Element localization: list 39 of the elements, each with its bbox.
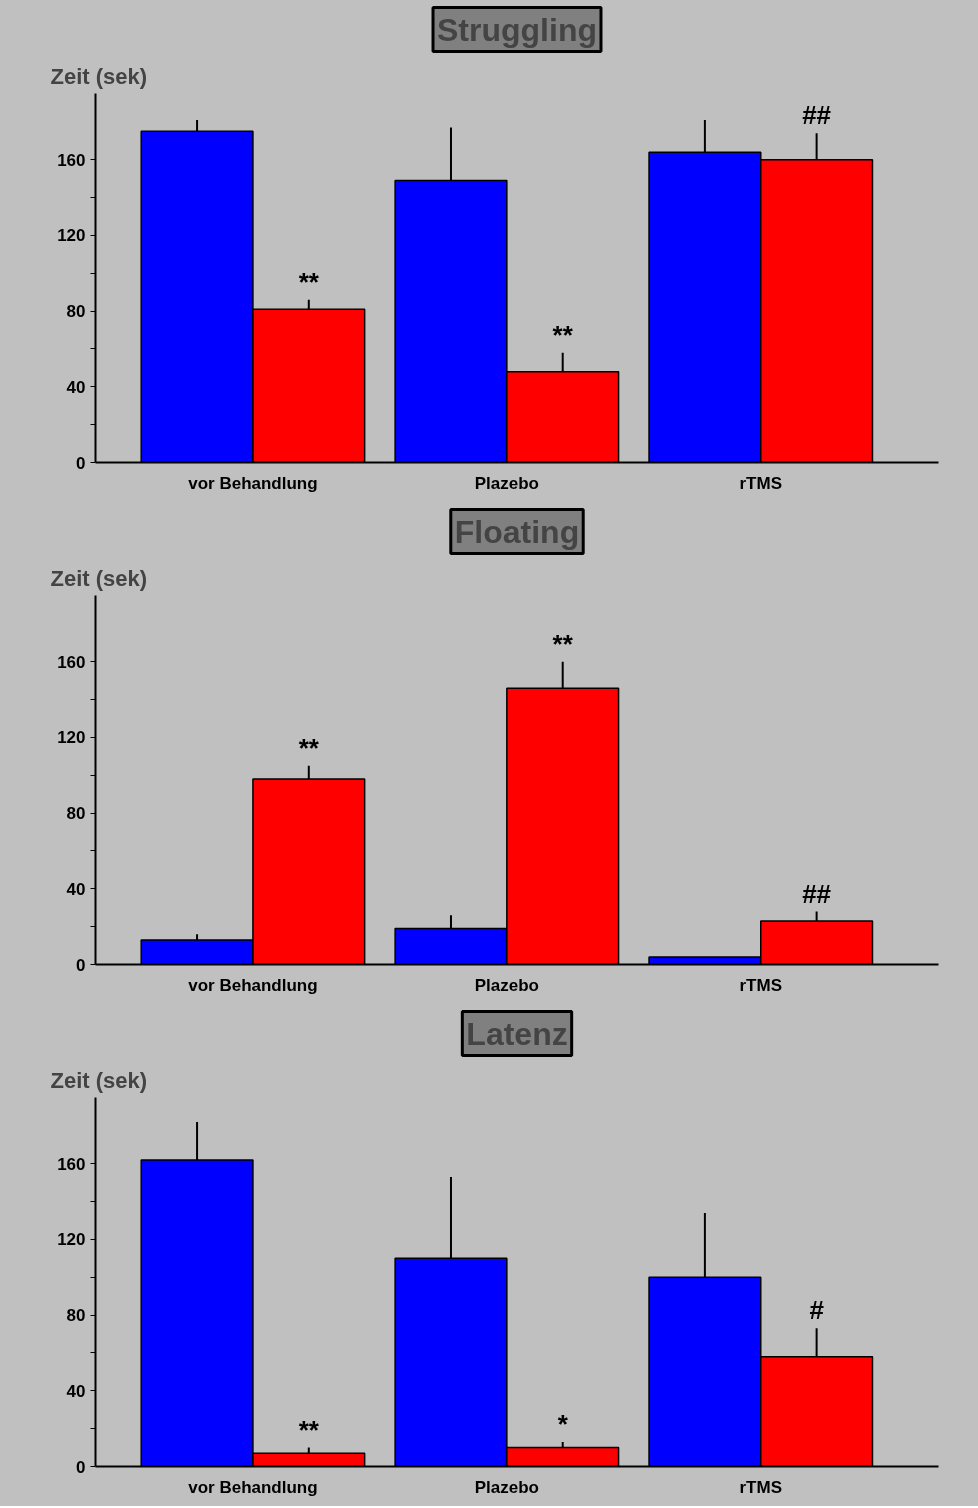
y-tick-label: 160 <box>57 652 86 672</box>
annotation: ** <box>298 1414 320 1445</box>
annotation: ** <box>552 319 574 350</box>
y-axis-title: Zeit (sek) <box>50 63 148 89</box>
y-tick-label: 80 <box>66 1306 86 1326</box>
y-tick-label: 40 <box>66 879 86 899</box>
annotation: ## <box>802 878 832 909</box>
annotation: ** <box>298 266 320 297</box>
y-tick-label: 0 <box>76 1457 86 1477</box>
y-tick-label: 120 <box>57 1230 86 1250</box>
annotation: ## <box>802 100 832 131</box>
y-tick-label: 0 <box>76 955 86 975</box>
annotation: ** <box>552 628 574 659</box>
x-tick-label: vor Behandlung <box>188 473 318 493</box>
y-tick-label: 40 <box>66 1381 86 1401</box>
chart-title: Latenz <box>466 1015 568 1052</box>
x-tick-label: Plazebo <box>474 975 539 995</box>
y-tick-label: 120 <box>57 226 86 246</box>
y-tick-label: 160 <box>57 150 86 170</box>
x-tick-label: Plazebo <box>474 473 539 493</box>
x-tick-label: rTMS <box>739 1477 783 1497</box>
x-tick-label: Plazebo <box>474 1477 539 1497</box>
x-tick-label: vor Behandlung <box>188 1477 318 1497</box>
x-tick-label: rTMS <box>739 473 783 493</box>
y-axis-title: Zeit (sek) <box>50 1067 148 1093</box>
y-tick-label: 80 <box>66 804 86 824</box>
y-tick-label: 40 <box>66 377 86 397</box>
y-axis-title: Zeit (sek) <box>50 565 148 591</box>
annotation: # <box>809 1295 825 1326</box>
x-tick-label: vor Behandlung <box>188 975 318 995</box>
annotation: ** <box>298 732 320 763</box>
y-tick-label: 0 <box>76 453 86 473</box>
y-tick-label: 80 <box>66 302 86 322</box>
chart-title: Floating <box>454 513 580 550</box>
chart-title: Struggling <box>437 11 597 48</box>
x-tick-label: rTMS <box>739 975 783 995</box>
annotation: * <box>557 1408 569 1439</box>
y-tick-label: 160 <box>57 1154 86 1174</box>
y-tick-label: 120 <box>57 728 86 748</box>
